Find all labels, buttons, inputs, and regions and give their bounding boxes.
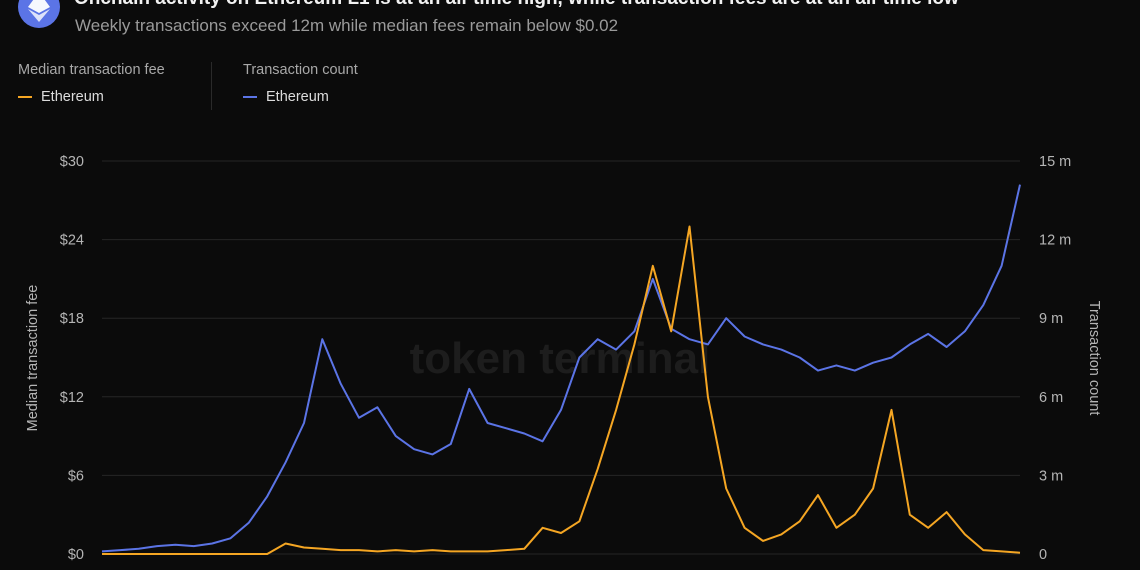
right-axis-ticks: 0 3 m 6 m 9 m 12 m 15 m bbox=[1039, 154, 1071, 563]
ethereum-logo-icon bbox=[18, 0, 60, 28]
right-tick-label: 6 m bbox=[1039, 390, 1063, 406]
legend-group-title: Median transaction fee bbox=[18, 62, 165, 78]
legend-item-label: Ethereum bbox=[266, 89, 329, 105]
legend-group-fee: Median transaction fee Ethereum bbox=[18, 62, 165, 105]
legend-group-count: Transaction count Ethereum bbox=[243, 62, 358, 105]
legend-swatch bbox=[18, 96, 32, 98]
ethereum-diamond-icon bbox=[28, 0, 50, 22]
right-tick-label: 12 m bbox=[1039, 233, 1071, 249]
legend-divider bbox=[211, 62, 212, 110]
left-tick-label: $18 bbox=[60, 311, 84, 327]
left-tick-label: $12 bbox=[60, 390, 84, 406]
left-axis-title: Median transaction fee bbox=[25, 285, 41, 432]
legend-swatch bbox=[243, 96, 257, 98]
chart-subtitle: Weekly transactions exceed 12m while med… bbox=[75, 16, 619, 35]
left-tick-label: $24 bbox=[60, 233, 84, 249]
right-tick-label: 3 m bbox=[1039, 468, 1063, 484]
right-axis-title: Transaction count bbox=[1086, 301, 1102, 416]
chart-title: Onchain activity on Ethereum L1 is at an… bbox=[74, 0, 959, 10]
legend-item-count-ethereum[interactable]: Ethereum bbox=[243, 89, 358, 105]
left-tick-label: $0 bbox=[68, 547, 84, 563]
left-tick-label: $6 bbox=[68, 468, 84, 484]
series-line-median-fee bbox=[102, 225, 1021, 555]
left-tick-label: $30 bbox=[60, 154, 84, 170]
series-line-transaction-count bbox=[101, 184, 1021, 553]
legend-group-title: Transaction count bbox=[243, 62, 358, 78]
left-axis-ticks: $0 $6 $12 $18 $24 $30 bbox=[60, 154, 84, 563]
right-tick-label: 0 bbox=[1039, 547, 1047, 563]
right-tick-label: 9 m bbox=[1039, 311, 1063, 327]
legend-item-fee-ethereum[interactable]: Ethereum bbox=[18, 89, 165, 105]
watermark: token terminal bbox=[410, 334, 711, 383]
legend-item-label: Ethereum bbox=[41, 89, 104, 105]
series-lines bbox=[101, 184, 1021, 555]
right-tick-label: 15 m bbox=[1039, 154, 1071, 170]
